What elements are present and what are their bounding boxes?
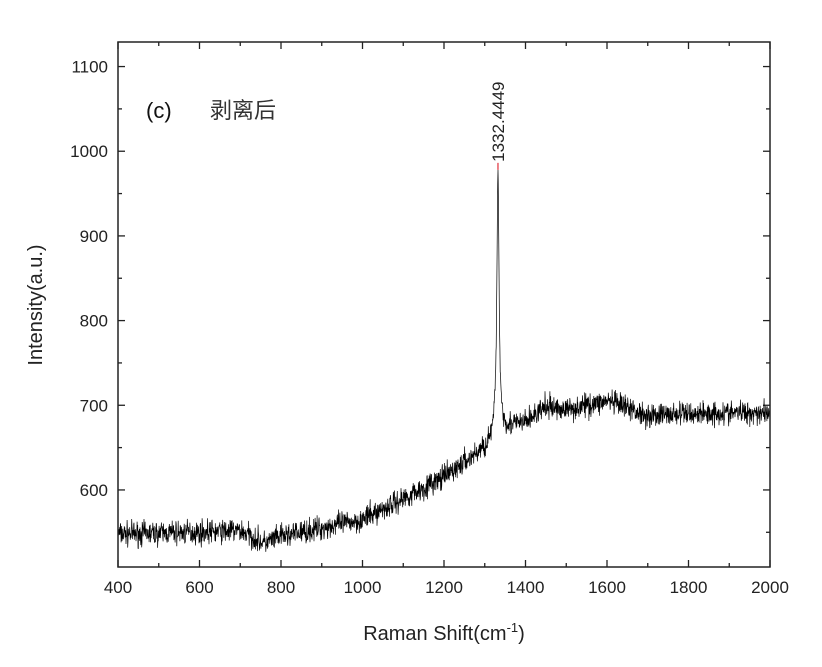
x-tick-label: 1000 bbox=[344, 578, 382, 597]
x-axis-label-main: Raman Shift(cm bbox=[363, 623, 506, 645]
plot-frame bbox=[117, 41, 771, 568]
x-tick-label: 1400 bbox=[507, 578, 545, 597]
x-tick-label: 400 bbox=[104, 578, 132, 597]
x-tick-label: 800 bbox=[267, 578, 295, 597]
x-tick-label: 600 bbox=[185, 578, 213, 597]
y-tick-label: 800 bbox=[80, 312, 108, 331]
x-tick-label: 1600 bbox=[588, 578, 626, 597]
y-tick-label: 700 bbox=[80, 396, 108, 415]
x-axis-label: Raman Shift(cm-1) bbox=[363, 620, 525, 645]
peak-label: 1332.4449 bbox=[489, 81, 508, 161]
x-axis-label-superscript: -1 bbox=[507, 620, 519, 635]
y-tick-label: 900 bbox=[80, 227, 108, 246]
x-tick-label: 2000 bbox=[751, 578, 789, 597]
spectrum-line bbox=[117, 169, 771, 552]
y-tick-label: 600 bbox=[80, 481, 108, 500]
x-axis-label-end: ) bbox=[518, 623, 525, 645]
x-tick-label: 1800 bbox=[670, 578, 708, 597]
annotation-text: 剥离后 bbox=[210, 98, 276, 123]
y-tick-label: 1000 bbox=[70, 142, 108, 161]
y-axis-label: Intensity(a.u.) bbox=[25, 244, 47, 365]
y-tick-label: 1100 bbox=[71, 58, 108, 77]
x-tick-label: 1200 bbox=[425, 578, 463, 597]
panel-label: (c) bbox=[146, 98, 172, 123]
